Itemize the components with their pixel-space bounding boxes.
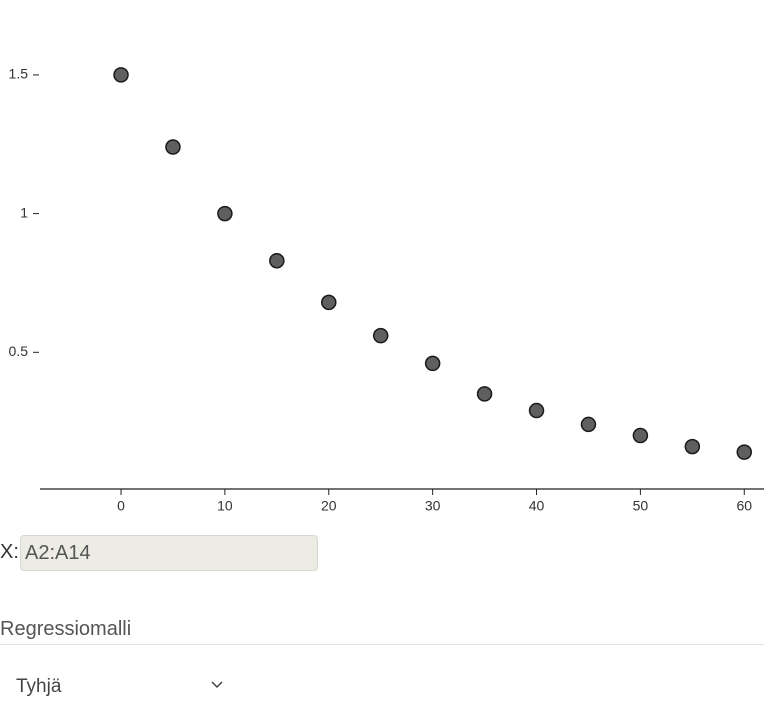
dropdown[interactable]: Tyhjä	[16, 676, 62, 697]
point	[269, 253, 285, 269]
x-label: X:	[0, 541, 19, 563]
point	[684, 438, 701, 455]
x-tick-label: 60	[736, 498, 752, 514]
x-tick-label: 10	[217, 498, 233, 514]
point	[632, 427, 649, 444]
point	[736, 444, 753, 460]
chart: 0.5 1 1.5 0 10 20 30 40 50 60	[9, 66, 764, 514]
section-title: Regressiomalli	[0, 618, 132, 640]
x-tick-label: 50	[633, 498, 649, 514]
point	[372, 327, 389, 344]
point	[217, 205, 233, 222]
point	[165, 139, 181, 155]
y-tick-label: 1.5	[9, 66, 29, 82]
point	[424, 355, 441, 372]
x-tick-label: 30	[425, 498, 441, 514]
point	[476, 386, 493, 402]
point	[528, 402, 545, 419]
x-input[interactable]: A2:A14	[20, 535, 318, 571]
x-tick-label: 0	[117, 498, 125, 514]
x-tick-label: 20	[321, 498, 337, 514]
point	[580, 416, 597, 433]
y-tick-label: 0.5	[9, 343, 29, 359]
dropdown-chevron[interactable]	[210, 680, 224, 690]
point	[113, 67, 129, 83]
point	[321, 294, 337, 311]
y-tick-label: 1	[20, 204, 28, 220]
x-tick-label: 40	[529, 498, 545, 514]
divider	[0, 644, 764, 645]
